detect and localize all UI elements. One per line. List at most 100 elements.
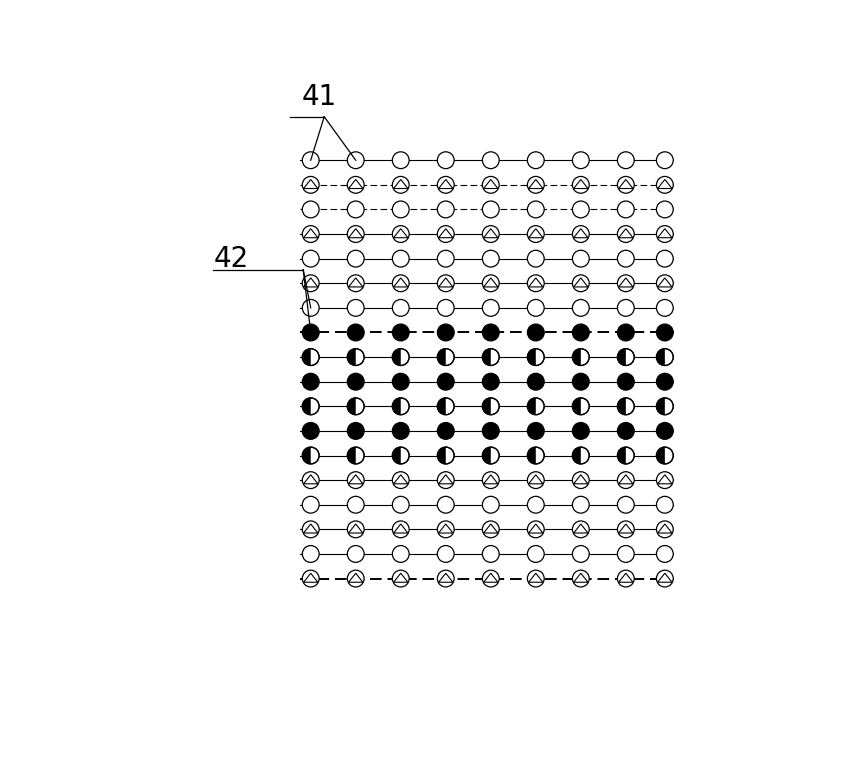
Circle shape (617, 447, 635, 464)
Circle shape (302, 373, 319, 390)
Circle shape (482, 226, 499, 242)
Circle shape (573, 472, 589, 489)
Wedge shape (482, 398, 491, 415)
Circle shape (573, 250, 589, 267)
Circle shape (482, 398, 499, 415)
Circle shape (302, 496, 319, 513)
Circle shape (482, 324, 499, 341)
Circle shape (347, 447, 364, 464)
Circle shape (437, 201, 454, 218)
Circle shape (347, 250, 364, 267)
Circle shape (528, 521, 544, 538)
Circle shape (528, 447, 544, 464)
Wedge shape (347, 447, 356, 464)
Circle shape (347, 176, 364, 193)
Wedge shape (656, 349, 665, 366)
Circle shape (347, 398, 364, 415)
Circle shape (573, 423, 589, 439)
Circle shape (617, 299, 635, 316)
Circle shape (617, 521, 635, 538)
Circle shape (437, 423, 454, 439)
Circle shape (656, 521, 673, 538)
Circle shape (573, 398, 589, 415)
Circle shape (437, 521, 454, 538)
Circle shape (437, 152, 454, 169)
Circle shape (393, 201, 409, 218)
Circle shape (573, 373, 589, 390)
Circle shape (482, 250, 499, 267)
Circle shape (656, 275, 673, 292)
Circle shape (656, 472, 673, 489)
Circle shape (482, 201, 499, 218)
Circle shape (528, 226, 544, 242)
Circle shape (573, 496, 589, 513)
Circle shape (573, 275, 589, 292)
Wedge shape (573, 398, 581, 415)
Wedge shape (617, 349, 626, 366)
Circle shape (656, 250, 673, 267)
Circle shape (482, 521, 499, 538)
Circle shape (347, 546, 364, 562)
Circle shape (302, 521, 319, 538)
Circle shape (302, 423, 319, 439)
Circle shape (393, 447, 409, 464)
Circle shape (347, 570, 364, 587)
Circle shape (437, 398, 454, 415)
Circle shape (528, 570, 544, 587)
Circle shape (617, 176, 635, 193)
Wedge shape (528, 349, 536, 366)
Circle shape (617, 546, 635, 562)
Circle shape (302, 349, 319, 366)
Circle shape (347, 472, 364, 489)
Circle shape (656, 423, 673, 439)
Circle shape (617, 250, 635, 267)
Circle shape (393, 275, 409, 292)
Circle shape (393, 176, 409, 193)
Wedge shape (302, 398, 311, 415)
Circle shape (656, 349, 673, 366)
Circle shape (528, 496, 544, 513)
Circle shape (437, 226, 454, 242)
Circle shape (393, 250, 409, 267)
Circle shape (302, 226, 319, 242)
Circle shape (528, 423, 544, 439)
Circle shape (528, 201, 544, 218)
Wedge shape (528, 447, 536, 464)
Circle shape (437, 349, 454, 366)
Circle shape (393, 398, 409, 415)
Circle shape (656, 570, 673, 587)
Circle shape (393, 324, 409, 341)
Circle shape (437, 373, 454, 390)
Circle shape (656, 447, 673, 464)
Wedge shape (347, 349, 356, 366)
Circle shape (617, 152, 635, 169)
Circle shape (528, 324, 544, 341)
Circle shape (302, 398, 319, 415)
Circle shape (617, 349, 635, 366)
Wedge shape (302, 349, 311, 366)
Circle shape (617, 472, 635, 489)
Circle shape (393, 349, 409, 366)
Circle shape (302, 299, 319, 316)
Circle shape (528, 152, 544, 169)
Circle shape (437, 496, 454, 513)
Circle shape (482, 275, 499, 292)
Wedge shape (656, 447, 665, 464)
Circle shape (347, 521, 364, 538)
Wedge shape (437, 398, 446, 415)
Circle shape (437, 275, 454, 292)
Circle shape (393, 472, 409, 489)
Wedge shape (573, 349, 581, 366)
Circle shape (347, 201, 364, 218)
Wedge shape (393, 447, 400, 464)
Circle shape (482, 349, 499, 366)
Wedge shape (482, 447, 491, 464)
Circle shape (437, 472, 454, 489)
Circle shape (437, 176, 454, 193)
Circle shape (528, 176, 544, 193)
Text: 42: 42 (214, 245, 249, 273)
Circle shape (393, 546, 409, 562)
Wedge shape (347, 398, 356, 415)
Circle shape (347, 349, 364, 366)
Circle shape (482, 423, 499, 439)
